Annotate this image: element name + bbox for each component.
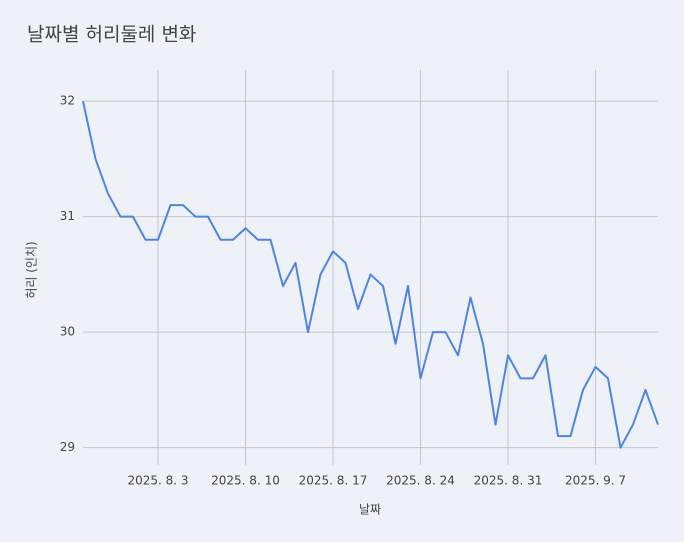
y-tick-label: 29 — [60, 440, 75, 454]
x-axis-title: 날짜 — [359, 503, 381, 517]
x-tick-label: 2025. 8. 24 — [386, 474, 455, 488]
data-line — [82, 100, 659, 449]
x-tick-label: 2025. 8. 17 — [299, 474, 368, 488]
y-tick-label: 31 — [60, 209, 75, 223]
y-axis-title: 허리 (인치) — [25, 241, 39, 298]
y-tick-label: 30 — [60, 325, 75, 339]
x-tick-label: 2025. 8. 31 — [474, 474, 543, 488]
x-tick-label: 2025. 8. 10 — [211, 474, 280, 488]
x-tick-label: 2025. 8. 3 — [127, 474, 188, 488]
y-tick-label: 32 — [60, 94, 75, 108]
x-tick-label: 2025. 9. 7 — [565, 474, 626, 488]
chart-title: 날짜별 허리둘레 변화 — [27, 24, 196, 46]
